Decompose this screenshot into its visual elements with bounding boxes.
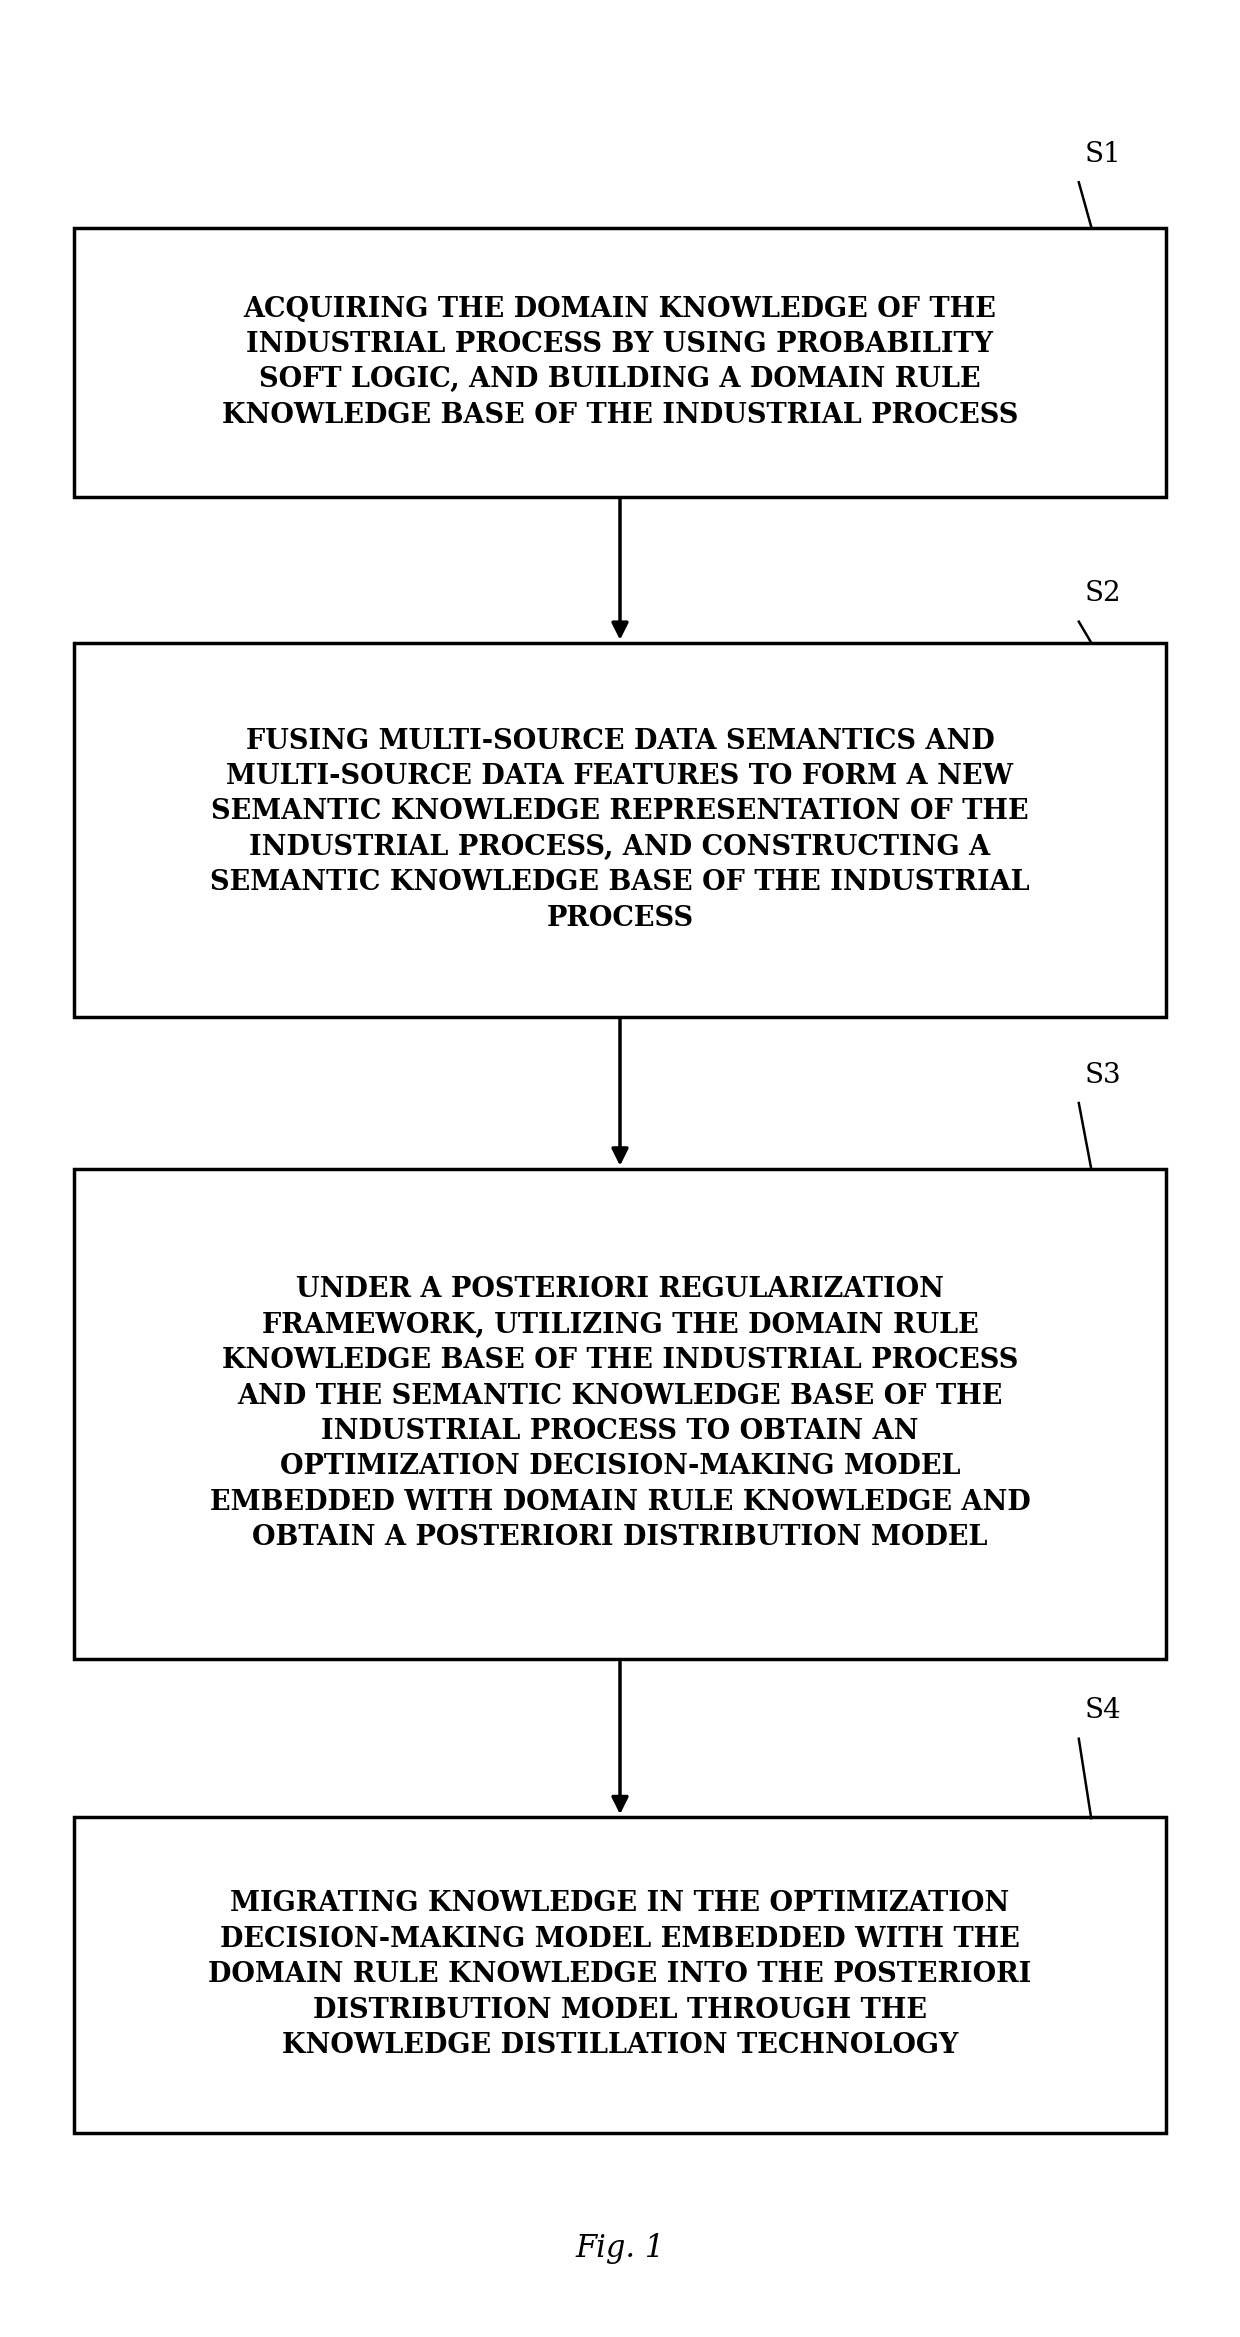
Text: Fig. 1: Fig. 1 — [575, 2232, 665, 2265]
Text: S4: S4 — [1085, 1697, 1122, 1725]
FancyBboxPatch shape — [74, 1168, 1166, 1659]
FancyBboxPatch shape — [74, 229, 1166, 498]
Text: ACQUIRING THE DOMAIN KNOWLEDGE OF THE
INDUSTRIAL PROCESS BY USING PROBABILITY
SO: ACQUIRING THE DOMAIN KNOWLEDGE OF THE IN… — [222, 297, 1018, 428]
Text: FUSING MULTI-SOURCE DATA SEMANTICS AND
MULTI-SOURCE DATA FEATURES TO FORM A NEW
: FUSING MULTI-SOURCE DATA SEMANTICS AND M… — [211, 727, 1029, 932]
Text: UNDER A POSTERIORI REGULARIZATION
FRAMEWORK, UTILIZING THE DOMAIN RULE
KNOWLEDGE: UNDER A POSTERIORI REGULARIZATION FRAMEW… — [210, 1276, 1030, 1552]
Text: MIGRATING KNOWLEDGE IN THE OPTIMIZATION
DECISION-MAKING MODEL EMBEDDED WITH THE
: MIGRATING KNOWLEDGE IN THE OPTIMIZATION … — [208, 1891, 1032, 2059]
Text: S1: S1 — [1085, 140, 1122, 168]
FancyBboxPatch shape — [74, 1818, 1166, 2131]
FancyBboxPatch shape — [74, 643, 1166, 1017]
Text: S3: S3 — [1085, 1061, 1122, 1089]
Text: S2: S2 — [1085, 580, 1122, 608]
